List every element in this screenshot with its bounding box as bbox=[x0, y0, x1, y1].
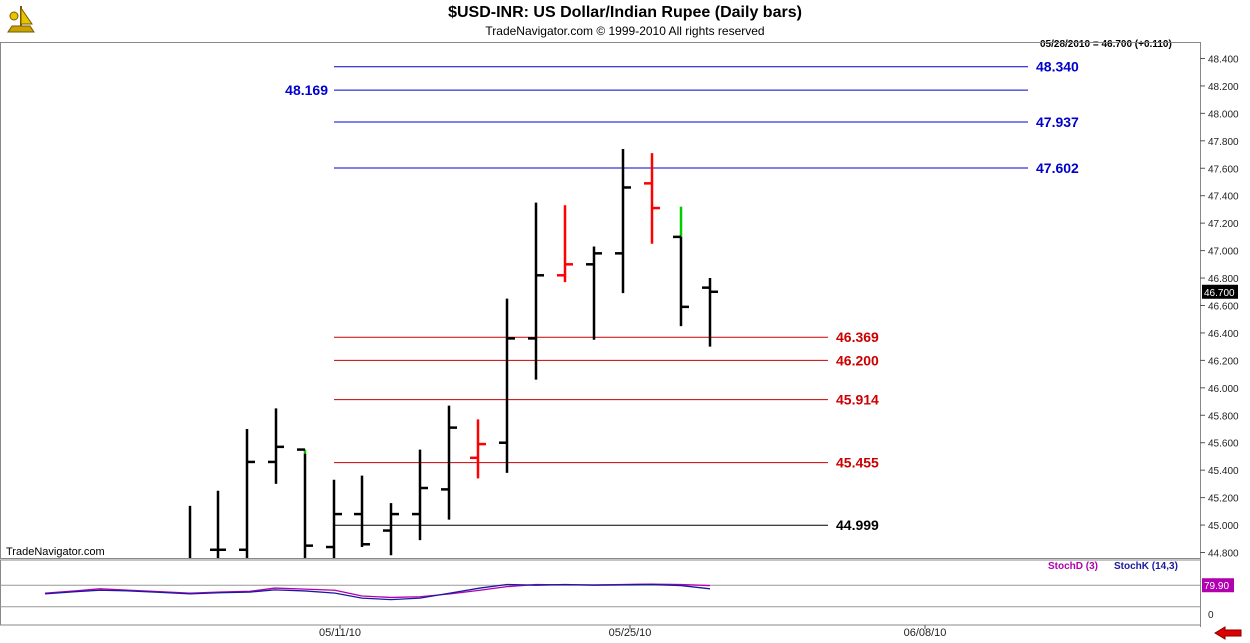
level-label: 46.200 bbox=[836, 352, 879, 368]
y-tick-label: 48.000 bbox=[1208, 109, 1239, 120]
stoch-value-label: 79.90 bbox=[1204, 581, 1229, 592]
level-label: 48.169 bbox=[285, 82, 328, 98]
y-tick-label: 47.600 bbox=[1208, 164, 1239, 175]
chart-subtitle: TradeNavigator.com © 1999-2010 All right… bbox=[485, 24, 765, 38]
left-arrow-icon[interactable] bbox=[1214, 626, 1242, 640]
stoch-d-legend: StochD (3) bbox=[1048, 561, 1098, 572]
y-tick-label: 47.000 bbox=[1208, 247, 1239, 258]
y-tick-label: 47.200 bbox=[1208, 219, 1239, 230]
y-tick-label: 46.000 bbox=[1208, 384, 1239, 395]
watermark: TradeNavigator.com bbox=[6, 546, 105, 558]
level-label: 45.914 bbox=[836, 392, 879, 408]
y-tick-label: 45.200 bbox=[1208, 494, 1239, 505]
x-tick-label: 05/25/10 bbox=[609, 627, 652, 639]
y-tick-label: 45.800 bbox=[1208, 411, 1239, 422]
level-label: 48.340 bbox=[1036, 59, 1079, 75]
level-label: 44.999 bbox=[836, 517, 879, 533]
y-tick-label: 47.400 bbox=[1208, 192, 1239, 203]
y-tick-label: 46.400 bbox=[1208, 329, 1239, 340]
stoch-tick-label: 0 bbox=[1208, 610, 1214, 621]
y-tick-label: 48.400 bbox=[1208, 54, 1239, 65]
level-label: 47.937 bbox=[1036, 114, 1079, 130]
logo-icon bbox=[7, 6, 35, 33]
x-tick-label: 06/08/10 bbox=[904, 627, 947, 639]
level-label: 45.455 bbox=[836, 455, 879, 471]
y-tick-label: 46.600 bbox=[1208, 301, 1239, 312]
y-tick-label: 48.200 bbox=[1208, 82, 1239, 93]
x-tick-label: 05/11/10 bbox=[319, 627, 361, 639]
level-label: 47.602 bbox=[1036, 160, 1079, 176]
stoch-value-box bbox=[1202, 578, 1234, 593]
y-tick-label: 46.200 bbox=[1208, 356, 1239, 367]
level-label: 46.369 bbox=[836, 329, 879, 345]
stoch-d-line bbox=[44, 583, 711, 599]
y-tick-label: 44.800 bbox=[1208, 549, 1239, 560]
chart-title: $USD-INR: US Dollar/Indian Rupee (Daily … bbox=[448, 4, 802, 21]
y-tick-label: 45.000 bbox=[1208, 521, 1239, 532]
stoch-k-legend: StochK (14,3) bbox=[1114, 561, 1178, 572]
current-price-label: 46.700 bbox=[1204, 288, 1235, 299]
last-price-note: 05/28/2010 = 46.700 (+0.110) bbox=[1040, 39, 1172, 50]
stoch-k-line bbox=[44, 583, 711, 601]
y-tick-label: 45.400 bbox=[1208, 466, 1239, 477]
y-tick-label: 47.800 bbox=[1208, 137, 1239, 148]
y-tick-label: 45.600 bbox=[1208, 439, 1239, 450]
current-price-box bbox=[1202, 284, 1238, 299]
price-pane-frame bbox=[0, 42, 1201, 559]
y-tick-label: 46.800 bbox=[1208, 274, 1239, 285]
